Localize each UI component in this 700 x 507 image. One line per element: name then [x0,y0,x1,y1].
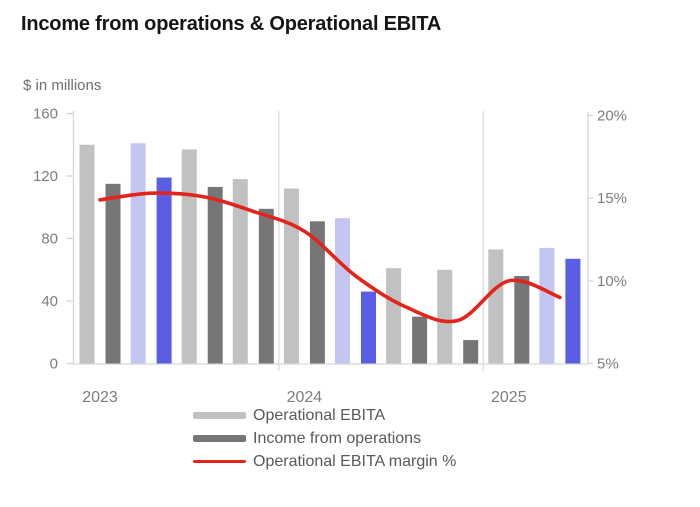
income-bar [412,316,428,364]
right-axis-tick-label: 15% [597,190,627,207]
left-axis-tick-label: 120 [33,168,58,185]
left-axis-tick-label: 40 [41,293,58,310]
ebita-bar [539,247,555,364]
chart-subtitle: $ in millions [23,77,102,94]
margin-line-swatch [193,460,246,463]
income-bar [258,208,274,364]
income-bar [361,291,376,364]
chart-plot-area: 160 120 80 40 0 20% 15% 10% 5% 2023 2024 2025 [33,106,627,407]
x-axis-year-label: 2025 [491,389,527,406]
ebita-bar [386,268,402,364]
x-axis-year-label: 2024 [287,389,323,406]
ebita-bar [488,249,504,364]
income-bar-swatch [193,435,246,442]
chart-title: Income from operations & Operational EBI… [21,13,442,35]
ebita-bar [437,269,453,364]
income-bar [207,186,223,364]
ebita-bar [335,218,350,364]
ebita-bar-swatch [193,412,246,419]
margin-line [98,191,562,324]
legend-item-ebita-margin: Operational EBITA margin % [193,450,456,473]
ebita-bar [232,179,248,364]
income-bar [514,276,530,364]
income-bar [309,221,325,364]
income-bar [156,177,172,364]
left-axis-tick-label: 80 [41,231,58,248]
legend-item-income-from-operations: Income from operations [193,427,456,450]
legend-label-ebita: Operational EBITA [253,406,386,424]
right-axis-tick-label: 5% [597,356,619,373]
income-bar [105,183,121,364]
chart-legend: Operational EBITA Income from operations… [193,404,456,473]
x-axis-year-label: 2023 [82,389,118,406]
legend-item-operational-ebita: Operational EBITA [193,404,456,427]
left-axis-tick-label: 0 [50,356,58,373]
ebita-bar [130,143,146,364]
ebita-bar [283,188,299,364]
right-axis-tick-label: 20% [597,108,627,125]
legend-label-income: Income from operations [253,429,422,447]
income-bar [463,340,479,364]
legend-label-margin: Operational EBITA margin % [253,452,457,470]
left-axis-tick-label: 160 [33,106,58,123]
right-axis-tick-label: 10% [597,273,627,290]
ebita-bar [181,149,197,364]
income-bar [565,258,581,364]
ebita-bar [79,144,95,364]
